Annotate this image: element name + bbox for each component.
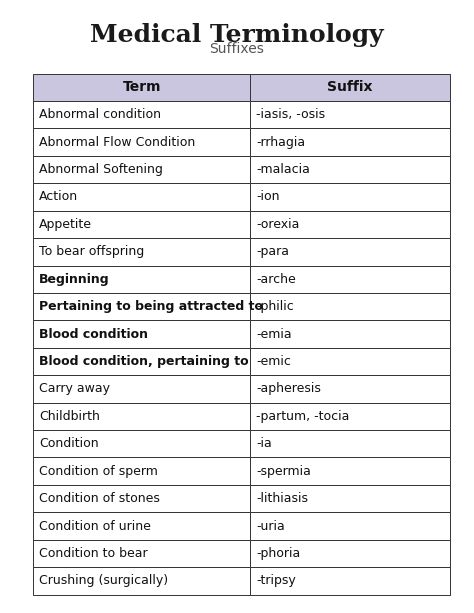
Text: -ion: -ion bbox=[256, 191, 280, 204]
Text: Crushing (surgically): Crushing (surgically) bbox=[39, 574, 168, 587]
Text: -rrhagia: -rrhagia bbox=[256, 135, 305, 148]
Text: -uria: -uria bbox=[256, 520, 285, 533]
Text: Blood condition, pertaining to: Blood condition, pertaining to bbox=[39, 355, 249, 368]
Text: -emia: -emia bbox=[256, 327, 292, 341]
Text: -arche: -arche bbox=[256, 273, 296, 286]
Text: Term: Term bbox=[122, 80, 161, 94]
Text: Condition to bear: Condition to bear bbox=[39, 547, 148, 560]
Text: Beginning: Beginning bbox=[39, 273, 110, 286]
Text: -para: -para bbox=[256, 245, 289, 258]
Text: Medical Terminology: Medical Terminology bbox=[90, 23, 384, 47]
Text: -orexia: -orexia bbox=[256, 218, 300, 231]
Text: Condition of stones: Condition of stones bbox=[39, 492, 160, 505]
Text: -iasis, -osis: -iasis, -osis bbox=[256, 109, 325, 121]
Text: -malacia: -malacia bbox=[256, 163, 310, 176]
Text: -lithiasis: -lithiasis bbox=[256, 492, 308, 505]
Text: -apheresis: -apheresis bbox=[256, 383, 321, 395]
Text: Abnormal Softening: Abnormal Softening bbox=[39, 163, 163, 176]
Text: Blood condition: Blood condition bbox=[39, 327, 148, 341]
Text: -spermia: -spermia bbox=[256, 465, 311, 478]
Text: -tripsy: -tripsy bbox=[256, 574, 296, 587]
Text: Condition: Condition bbox=[39, 437, 99, 451]
Text: Appetite: Appetite bbox=[39, 218, 92, 231]
Text: Abnormal condition: Abnormal condition bbox=[39, 109, 161, 121]
Text: Condition of urine: Condition of urine bbox=[39, 520, 151, 533]
Text: To bear offspring: To bear offspring bbox=[39, 245, 145, 258]
Text: Childbirth: Childbirth bbox=[39, 410, 100, 423]
Text: -philic: -philic bbox=[256, 300, 294, 313]
Text: -emic: -emic bbox=[256, 355, 291, 368]
Text: Action: Action bbox=[39, 191, 79, 204]
Text: Condition of sperm: Condition of sperm bbox=[39, 465, 158, 478]
Text: Suffixes: Suffixes bbox=[210, 42, 264, 56]
Text: Pertaining to being attracted to: Pertaining to being attracted to bbox=[39, 300, 264, 313]
Text: Carry away: Carry away bbox=[39, 383, 110, 395]
Text: Abnormal Flow Condition: Abnormal Flow Condition bbox=[39, 135, 196, 148]
Text: -phoria: -phoria bbox=[256, 547, 301, 560]
Text: -partum, -tocia: -partum, -tocia bbox=[256, 410, 350, 423]
Text: -ia: -ia bbox=[256, 437, 272, 451]
Text: Suffix: Suffix bbox=[328, 80, 373, 94]
